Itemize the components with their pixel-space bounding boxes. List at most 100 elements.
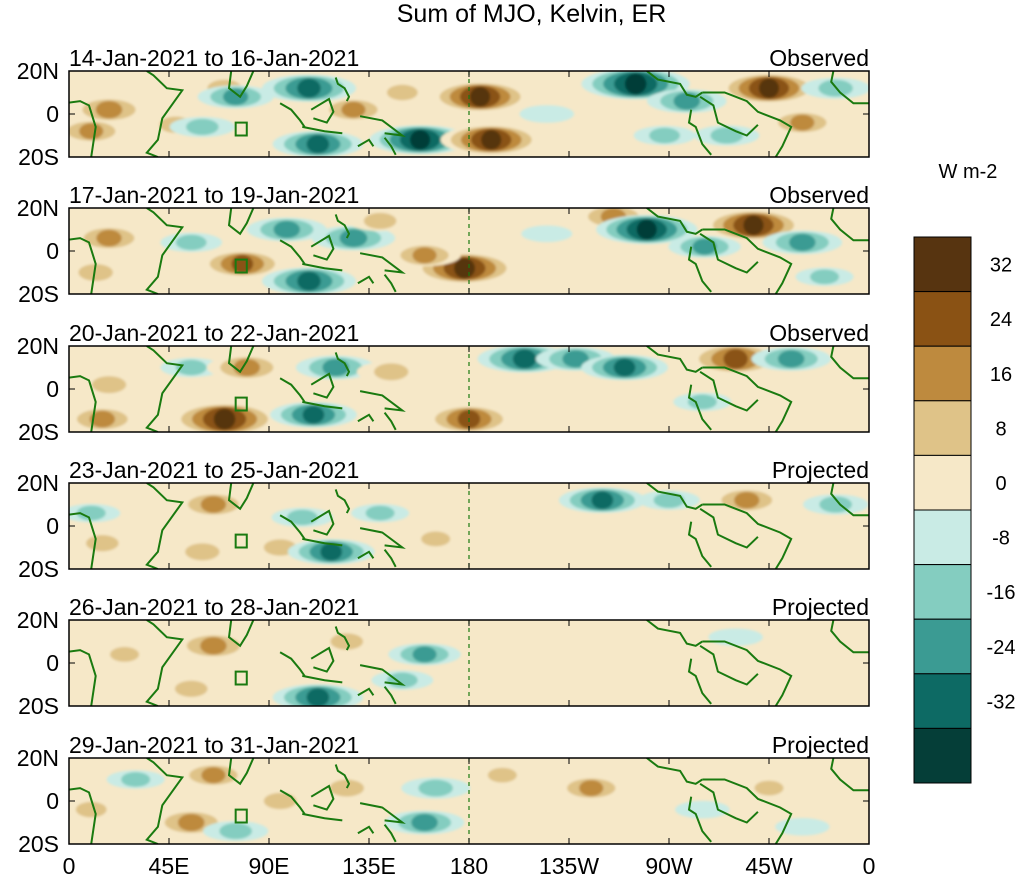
coastline bbox=[310, 509, 335, 536]
coastline bbox=[687, 658, 712, 705]
anomaly-contour bbox=[201, 767, 226, 784]
colorbar-swatch bbox=[913, 454, 972, 511]
panel-status-label: Observed bbox=[769, 45, 869, 71]
anomaly-contour bbox=[386, 672, 418, 688]
anomaly-contour bbox=[79, 123, 104, 140]
anomaly-contour bbox=[653, 492, 685, 508]
anomaly-contour bbox=[411, 813, 438, 832]
coastline bbox=[359, 115, 406, 137]
anomaly-contour bbox=[734, 491, 760, 509]
panel-field bbox=[69, 346, 869, 432]
anomaly-contour bbox=[86, 535, 119, 552]
y-tick-label: 0 bbox=[46, 376, 59, 402]
coastline bbox=[830, 346, 869, 380]
panels-group: 20N 0 20S 14-Jan-2021 to 16-Jan-2021 Observe… bbox=[17, 45, 870, 857]
x-tick-label: 45E bbox=[149, 853, 190, 879]
anomaly-contour bbox=[339, 229, 368, 248]
colorbar-units: W m-2 bbox=[939, 161, 998, 183]
panel-status-label: Projected bbox=[772, 457, 869, 483]
coastline bbox=[359, 527, 406, 549]
colorbar-tick-label: 0 bbox=[995, 473, 1006, 495]
coastline bbox=[279, 377, 306, 403]
anomaly-contour bbox=[687, 394, 717, 410]
coastline bbox=[383, 685, 397, 705]
coastline bbox=[279, 102, 306, 128]
colorbar: W m-2 32 24 16 8 0 -8 -16 -24 -32 bbox=[913, 161, 1016, 784]
chart-title: Sum of MJO, Kelvin, ER bbox=[396, 0, 667, 28]
coastline bbox=[310, 372, 335, 399]
y-tick-label: 0 bbox=[46, 788, 59, 814]
coastline bbox=[830, 620, 869, 654]
coastline bbox=[383, 548, 397, 568]
anomaly-contour bbox=[675, 800, 730, 819]
anomaly-contour bbox=[273, 220, 301, 239]
coastline bbox=[69, 649, 97, 706]
colorbar-swatch bbox=[913, 236, 972, 293]
coastline bbox=[145, 758, 185, 844]
panel-status-label: Projected bbox=[772, 594, 869, 620]
colorbar-tick-label: -16 bbox=[987, 582, 1016, 604]
anomaly-contour bbox=[789, 233, 816, 252]
coastline bbox=[699, 782, 759, 824]
anomaly-contour bbox=[710, 127, 744, 144]
coastline bbox=[334, 352, 351, 377]
anomaly-contour bbox=[89, 410, 116, 428]
coastlines bbox=[69, 620, 869, 706]
coastline bbox=[699, 644, 759, 686]
coastline bbox=[359, 390, 406, 412]
panel-5: 20N 0 20S 26-Jan-2021 to 28-Jan-2021 Project… bbox=[17, 594, 870, 719]
colorbar-swatch bbox=[913, 564, 972, 620]
panel-field bbox=[69, 208, 869, 294]
y-tick-label: 20S bbox=[18, 556, 59, 582]
coastline bbox=[383, 273, 397, 293]
anomaly-contour bbox=[320, 542, 343, 561]
coastline bbox=[302, 812, 343, 822]
anomaly-contour bbox=[213, 408, 236, 430]
coastline bbox=[69, 512, 97, 569]
x-tick-label: 90E bbox=[249, 853, 290, 879]
colorbar-tick-label: -32 bbox=[987, 691, 1016, 713]
colorbar-swatch bbox=[913, 727, 972, 784]
anomaly-contour bbox=[777, 350, 805, 368]
x-tick-label: 0 bbox=[863, 853, 876, 879]
coastline bbox=[310, 234, 335, 261]
colorbar-tick-label: 24 bbox=[990, 309, 1012, 331]
coastline bbox=[357, 275, 375, 285]
anomaly-contour bbox=[708, 628, 763, 646]
anomaly-contour bbox=[177, 813, 205, 832]
colorbar-tick-label: 32 bbox=[990, 255, 1012, 277]
colorbar-tick-label: 8 bbox=[995, 418, 1006, 440]
anomaly-contour bbox=[200, 637, 227, 655]
coastline bbox=[310, 646, 335, 673]
coastlines bbox=[69, 208, 869, 294]
coastline bbox=[687, 109, 712, 156]
panel-status-label: Observed bbox=[769, 320, 869, 346]
anomaly-contour bbox=[121, 772, 151, 787]
sri-lanka-box bbox=[234, 670, 248, 686]
anomaly-blobs bbox=[69, 764, 830, 842]
coastline bbox=[646, 758, 703, 785]
coastline bbox=[702, 366, 793, 432]
anomaly-contour bbox=[418, 779, 453, 797]
y-tick-label: 20N bbox=[17, 607, 59, 633]
anomaly-contour bbox=[329, 779, 364, 797]
anomaly-contour bbox=[409, 129, 431, 150]
y-tick-label: 0 bbox=[46, 650, 59, 676]
coastline bbox=[359, 252, 406, 274]
coastline bbox=[699, 95, 759, 137]
anomaly-contour bbox=[386, 84, 418, 101]
anomaly-contour bbox=[302, 405, 325, 424]
anomaly-blobs bbox=[69, 487, 869, 565]
colorbar-swatch bbox=[913, 291, 972, 347]
coastline bbox=[310, 97, 335, 124]
coastlines bbox=[69, 346, 869, 432]
anomaly-contour bbox=[775, 818, 830, 836]
anomaly-contour bbox=[649, 127, 680, 144]
anomaly-contour bbox=[297, 78, 321, 98]
panel-field bbox=[69, 758, 869, 844]
colorbar-swatch bbox=[913, 400, 972, 456]
coastline bbox=[687, 246, 712, 293]
x-tick-label: 180 bbox=[450, 853, 488, 879]
anomaly-contour bbox=[75, 801, 107, 818]
anomaly-contour bbox=[481, 129, 502, 150]
